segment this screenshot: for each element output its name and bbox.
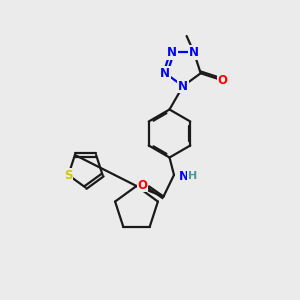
Text: N: N [160,67,170,80]
Text: O: O [138,178,148,191]
Text: H: H [188,171,197,182]
Text: N: N [189,46,199,59]
Text: N: N [178,170,189,183]
Text: O: O [218,74,228,87]
Text: N: N [178,80,188,93]
Text: S: S [64,169,73,182]
Text: N: N [167,46,177,59]
